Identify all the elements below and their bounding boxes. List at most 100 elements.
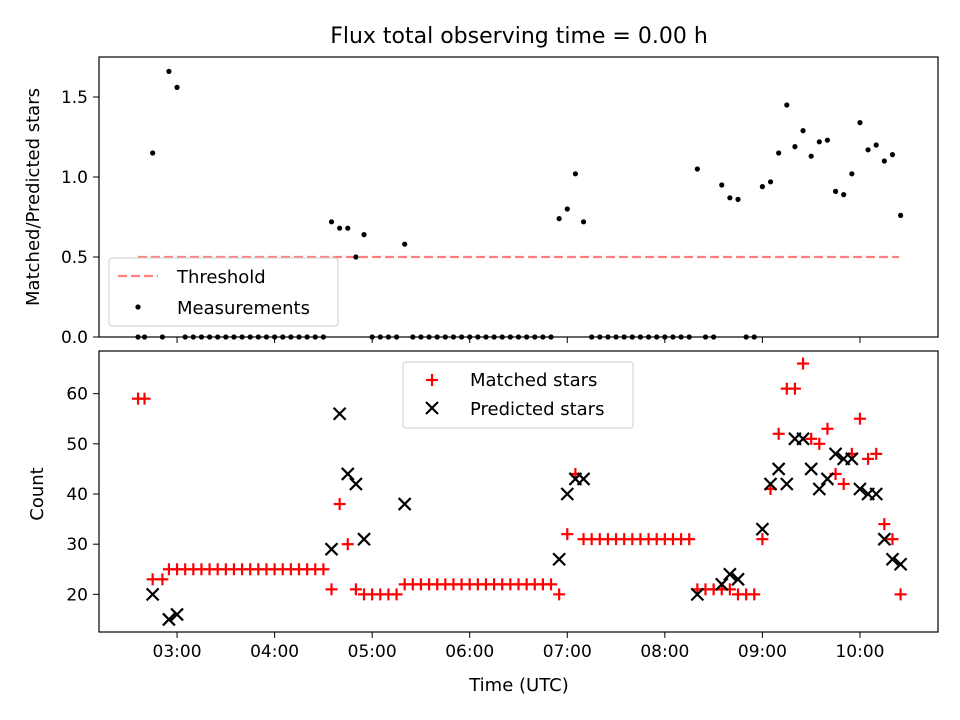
predicted-point	[828, 447, 843, 461]
predicted-point-b	[893, 557, 908, 572]
predicted-point	[771, 462, 786, 476]
count-legend-box	[402, 361, 634, 429]
measurement-point	[337, 225, 343, 231]
predicted-point	[397, 497, 412, 511]
ratio-panel-frame	[98, 56, 939, 338]
x-tick-label: 09:00	[738, 642, 787, 662]
ratio-x-axis	[176, 337, 861, 343]
ratio-panel: 0.0 0.5 1.0 1.5 Matched/Predicted stars Thr…	[23, 56, 939, 348]
predicted-point-b	[332, 406, 347, 421]
predicted-point-b	[560, 487, 575, 501]
measurement-point	[735, 196, 741, 202]
predicted-point-b	[845, 452, 859, 466]
measurement-point	[328, 219, 335, 225]
x-axis-label: Time (UTC)	[468, 675, 569, 696]
matched-point	[561, 528, 574, 541]
matched-point	[748, 588, 761, 601]
predicted-point-b	[780, 477, 794, 491]
predicted-point	[145, 587, 160, 602]
predicted-point	[780, 477, 794, 491]
x-tick-label: 03:00	[153, 642, 202, 662]
measurement-point	[345, 225, 351, 231]
predicted-point-b	[340, 467, 355, 481]
measurement-point	[361, 232, 367, 238]
series-measurements	[135, 68, 904, 340]
predicted-point	[869, 487, 883, 501]
predicted-point-b	[357, 532, 371, 546]
x-tick-label: 06:00	[445, 642, 494, 662]
predicted-point-b	[828, 447, 843, 461]
legend-measurements-label: Measurements	[177, 298, 310, 319]
predicted-point	[877, 532, 892, 546]
predicted-point-b	[552, 552, 566, 567]
y-tick-label: 0.0	[61, 328, 88, 348]
matched-point	[837, 477, 850, 490]
measurement-point	[849, 171, 855, 177]
predicted-point	[690, 587, 705, 602]
x-tick-label: 05:00	[348, 642, 397, 662]
predicted-point-b	[796, 432, 810, 446]
predicted-point-b	[877, 532, 892, 546]
predicted-point-b	[162, 612, 176, 627]
measurement-point	[719, 182, 725, 188]
y-tick-label: 1.5	[61, 88, 88, 108]
predicted-point-b	[576, 472, 591, 486]
predicted-point-b	[869, 487, 883, 501]
measurement-point	[881, 158, 887, 164]
predicted-point-b	[755, 522, 770, 536]
predicted-point	[755, 522, 770, 536]
predicted-point	[357, 532, 371, 546]
y-tick-label: 30	[66, 535, 88, 555]
predicted-point	[885, 552, 900, 567]
measurement-point	[816, 139, 822, 145]
predicted-point	[845, 452, 859, 466]
x-tick-label: 08:00	[640, 642, 689, 662]
x-tick-label: 04:00	[250, 642, 299, 662]
count-panel-frame	[98, 350, 939, 633]
measurement-point	[857, 120, 863, 126]
measurement-point	[873, 142, 879, 148]
predicted-point	[560, 487, 575, 501]
predicted-point	[552, 552, 566, 567]
matched-point	[797, 357, 810, 370]
matched-point	[756, 533, 769, 546]
count-legend: Matched stars Predicted stars	[402, 361, 634, 429]
predicted-point-b	[763, 477, 778, 491]
measurement-point	[727, 195, 733, 201]
matched-point	[813, 437, 826, 450]
predicted-point	[576, 472, 591, 486]
predicted-point-b	[690, 587, 705, 602]
x-tick-label: 10:00	[835, 642, 884, 662]
matched-point	[317, 563, 330, 576]
predicted-point	[714, 577, 729, 592]
matched-point	[325, 583, 338, 596]
matched-point	[138, 392, 151, 405]
predicted-point	[349, 477, 363, 491]
matched-point	[545, 578, 558, 591]
predicted-point-b	[812, 482, 827, 496]
ratio-plot-area	[135, 68, 904, 340]
ratio-legend: Threshold Measurements	[108, 257, 339, 327]
predicted-point-b	[853, 482, 867, 496]
measurement-point	[694, 166, 700, 172]
matched-point	[390, 588, 403, 601]
predicted-point-b	[731, 572, 745, 587]
measurement-point	[150, 150, 156, 156]
y-tick-label: 40	[66, 485, 88, 505]
predicted-point-b	[714, 577, 729, 592]
matched-point	[878, 518, 891, 531]
matched-point	[894, 588, 907, 601]
predicted-point-b	[885, 552, 900, 567]
measurement-point	[166, 68, 172, 74]
measurement-point	[865, 147, 871, 153]
matched-point	[805, 432, 818, 445]
predicted-point-b	[170, 607, 184, 622]
legend-measurements-swatch	[135, 304, 141, 310]
legend-threshold-label: Threshold	[176, 267, 266, 288]
legend-matched-label: Matched stars	[470, 370, 597, 391]
predicted-point	[893, 557, 908, 572]
predicted-point	[804, 462, 818, 476]
count-plot-area	[132, 357, 908, 627]
measurement-point	[841, 192, 847, 198]
